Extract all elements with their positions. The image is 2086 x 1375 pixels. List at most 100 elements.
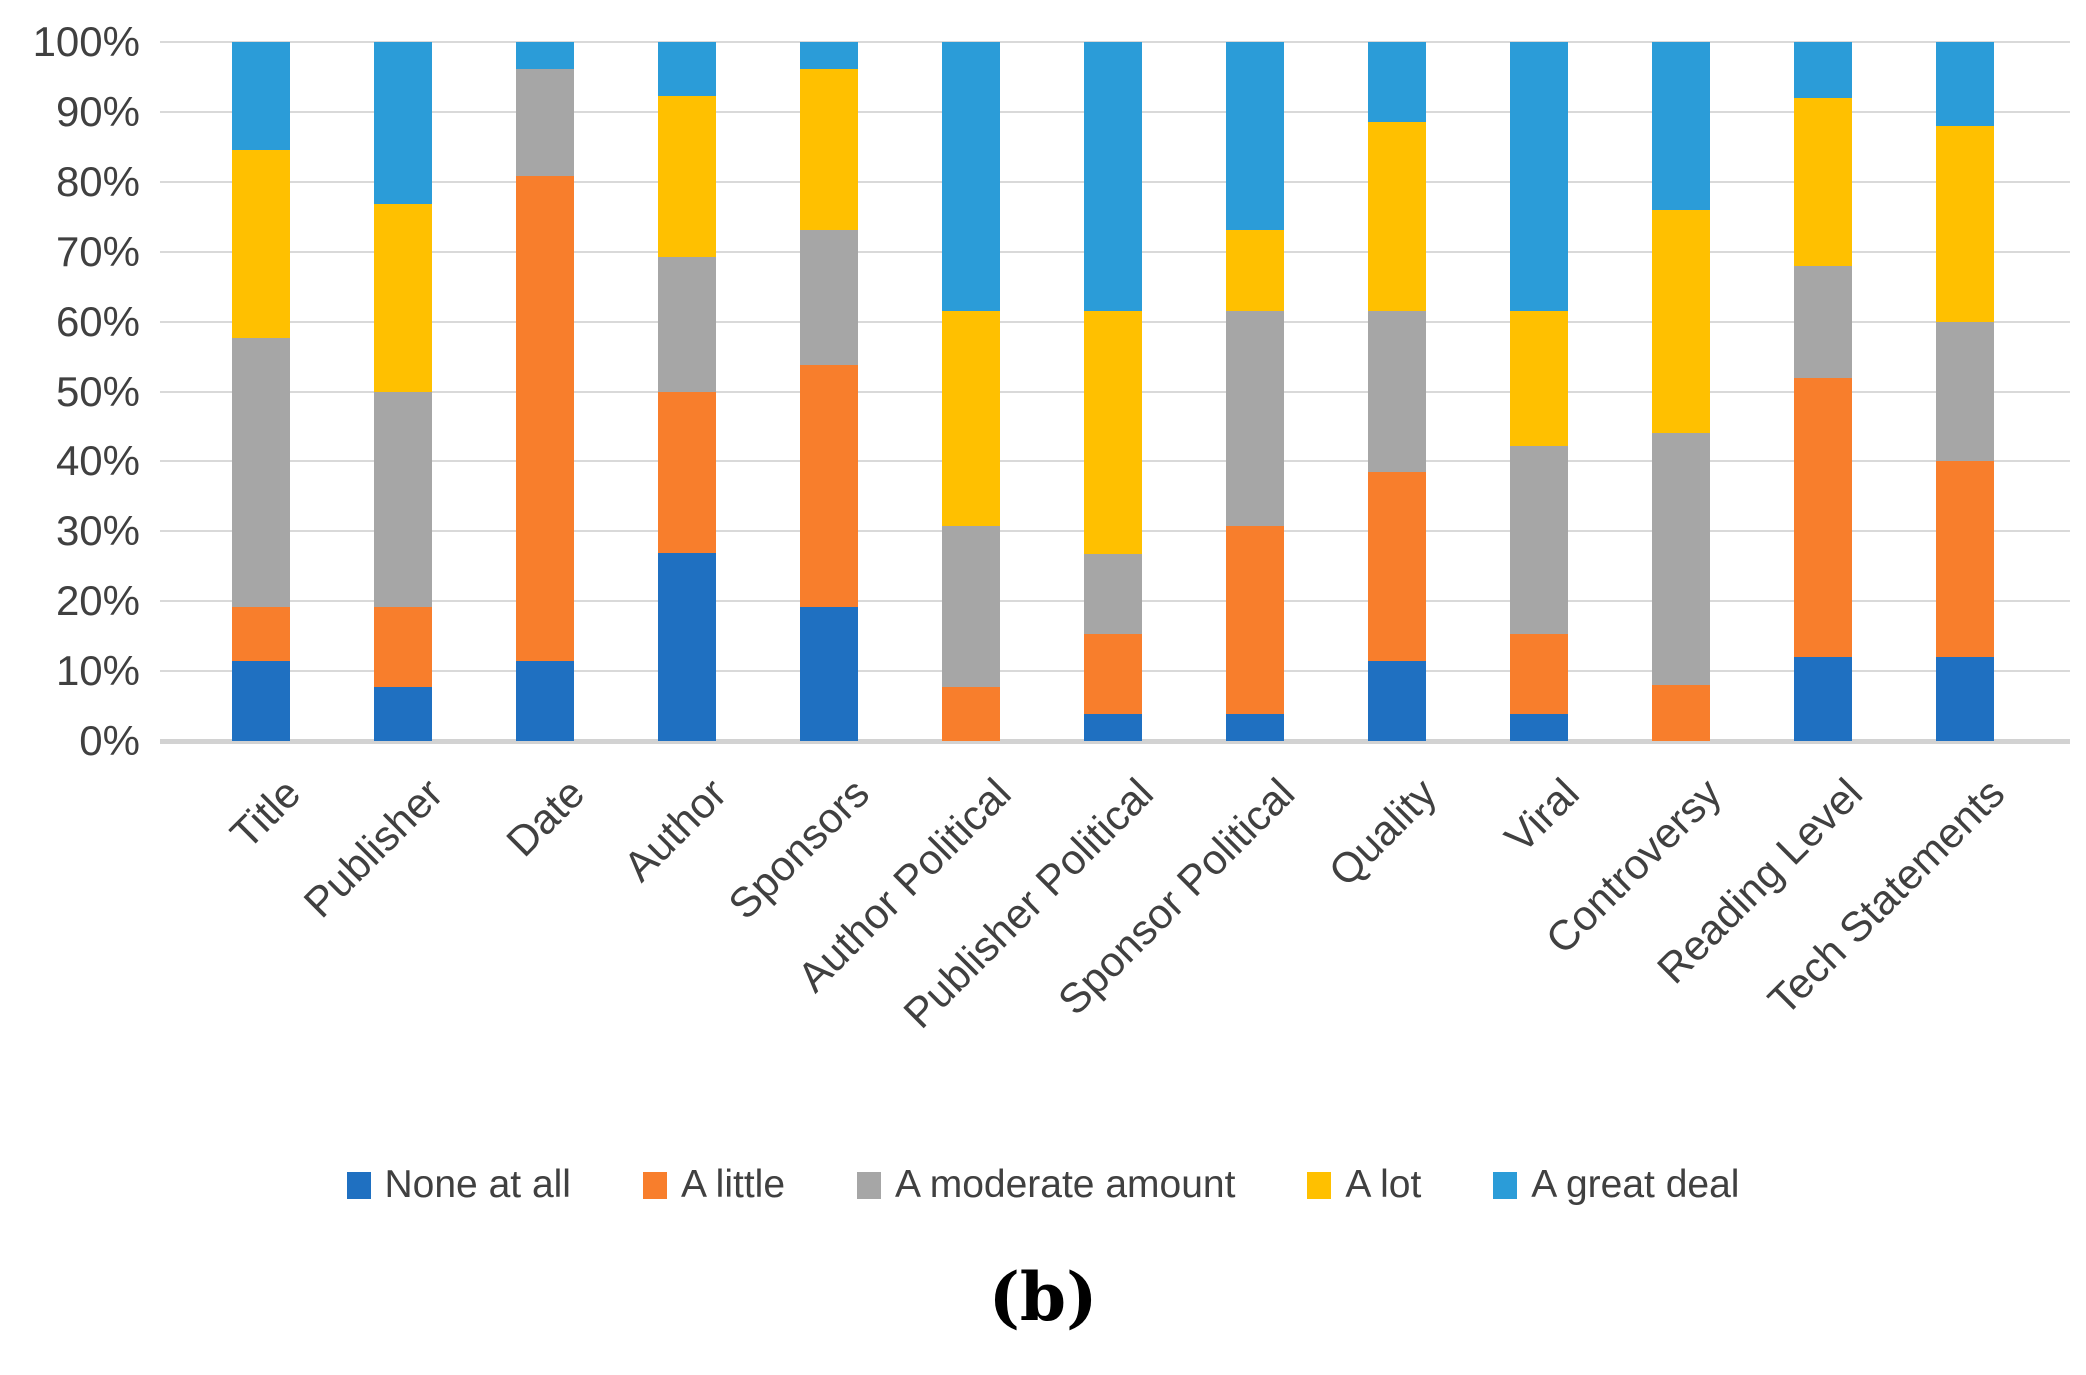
bar-segment (658, 42, 716, 96)
bar-segment (1936, 125, 1994, 322)
bar-segment (374, 606, 432, 688)
bar-column (374, 42, 432, 741)
bar-segment (1084, 311, 1142, 554)
bar-column (1936, 42, 1994, 741)
bar-column (1084, 42, 1142, 741)
bar-segment (1794, 377, 1852, 658)
bar-segment (232, 42, 290, 150)
bar-segment (1084, 633, 1142, 715)
x-axis-label: Publisher Political (893, 769, 1162, 1037)
bar-segment (1226, 230, 1284, 311)
bar-column (232, 42, 290, 741)
bar-segment (800, 606, 858, 741)
bar-segment (942, 310, 1000, 526)
bar-segment (1794, 265, 1852, 378)
y-tick-label: 30% (55, 507, 140, 555)
legend-label: A great deal (1531, 1163, 1740, 1206)
legend-label: A lot (1345, 1163, 1422, 1206)
bar-segment (942, 42, 1000, 311)
figure-caption: (b) (988, 1258, 1098, 1336)
y-tick-label: 50% (55, 367, 140, 415)
bar-segment (1652, 685, 1710, 741)
bar-segment (1510, 445, 1568, 634)
bar-segment (1794, 97, 1852, 266)
bar-segment (800, 230, 858, 365)
legend-label: A little (680, 1163, 786, 1206)
bar-segment (1510, 633, 1568, 715)
bar-segment (232, 149, 290, 338)
bar-segment (232, 337, 290, 607)
bar-column (942, 42, 1000, 741)
y-tick-label: 60% (55, 297, 140, 345)
bar-segment (1368, 310, 1426, 473)
bar-segment (942, 525, 1000, 688)
x-axis-label: Title (221, 769, 310, 858)
y-tick-label: 80% (55, 157, 140, 205)
bar-segment (516, 42, 574, 69)
x-axis-label: Viral (1495, 769, 1588, 862)
bar-segment (1794, 42, 1852, 98)
bar-column (1510, 42, 1568, 741)
bar-segment (516, 68, 574, 177)
x-axis-line (160, 739, 2070, 744)
bar-segment (1226, 526, 1284, 715)
legend-item: A little (642, 1163, 786, 1207)
legend: None at all A little A moderate amount A lo… (0, 1163, 2086, 1207)
bar-segment (658, 257, 716, 392)
bar-segment (1510, 311, 1568, 446)
y-tick-label: 70% (55, 227, 140, 275)
legend-swatch-icon (1493, 1171, 1518, 1199)
y-tick-label: 90% (55, 87, 140, 135)
bar-column (1226, 42, 1284, 741)
bar-segment (374, 42, 432, 204)
bar-segment (1226, 42, 1284, 231)
legend-item: A moderate amount (857, 1163, 1235, 1207)
legend-label: None at all (384, 1163, 571, 1206)
legend-item: A lot (1307, 1163, 1421, 1207)
bar-segment (516, 660, 574, 741)
y-tick-label: 40% (55, 437, 140, 485)
bar-segment (374, 203, 432, 392)
bar-column (800, 42, 858, 741)
x-axis-label: Publisher (294, 769, 452, 927)
bar-segment (1084, 714, 1142, 741)
bar-column (1794, 42, 1852, 741)
bar-segment (800, 364, 858, 607)
bar-segment (1936, 461, 1994, 658)
legend-item: None at all (346, 1163, 571, 1207)
x-axis-label: Sponsor Political (1049, 769, 1304, 1024)
gridline (160, 41, 2070, 43)
bar-column (1652, 42, 1710, 741)
bar-column (1368, 42, 1426, 741)
bar-column (516, 42, 574, 741)
y-tick-label: 20% (55, 577, 140, 625)
x-axis-label: Quality (1319, 769, 1446, 895)
bar-segment (942, 687, 1000, 741)
bar-segment (1368, 122, 1426, 311)
legend-swatch-icon (1307, 1171, 1332, 1199)
legend-item: A great deal (1493, 1163, 1739, 1207)
bar-segment (800, 68, 858, 231)
bar-segment (1084, 553, 1142, 634)
bar-segment (1510, 714, 1568, 741)
bar-segment (1936, 42, 1994, 126)
bar-segment (1226, 310, 1284, 527)
bar-segment (658, 391, 716, 553)
x-axis-label: Date (497, 769, 594, 866)
bar-segment (1368, 42, 1426, 123)
bar-segment (1652, 42, 1710, 210)
bar-segment (374, 391, 432, 607)
bar-segment (1368, 472, 1426, 661)
legend-swatch-icon (642, 1171, 667, 1199)
bar-segment (232, 660, 290, 741)
legend-label: A moderate amount (895, 1163, 1236, 1206)
bar-segment (1936, 321, 1994, 462)
bar-segment (1652, 209, 1710, 434)
bar-column (658, 42, 716, 741)
bar-segment (658, 552, 716, 741)
y-tick-label: 0% (79, 717, 140, 764)
y-tick-label: 100% (32, 18, 140, 65)
bar-segment (800, 42, 858, 69)
